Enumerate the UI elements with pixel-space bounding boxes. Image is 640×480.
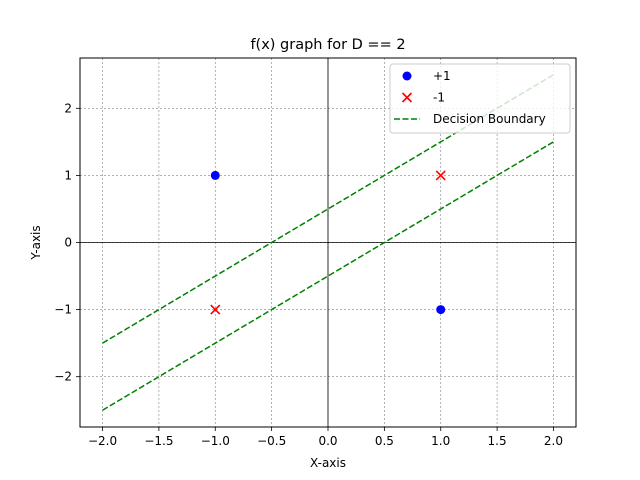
chart-title: f(x) graph for D == 2 bbox=[250, 37, 405, 53]
legend-x-marker bbox=[401, 92, 413, 103]
y-axis-label: Y-axis bbox=[29, 225, 43, 260]
x-ticks: −2.0 −1.5 −1.0 −0.5 0.0 0.5 1.0 1.5 2.0 bbox=[88, 427, 563, 448]
x-marker-stroke bbox=[210, 304, 221, 315]
x-tick-label: 0.0 bbox=[318, 434, 337, 448]
y-ticks: −2 −1 0 1 2 bbox=[54, 101, 80, 384]
positive-class-point bbox=[436, 305, 446, 315]
x-marker-stroke bbox=[435, 170, 446, 181]
x-tick-label: 1.5 bbox=[488, 434, 507, 448]
legend-label: Decision Boundary bbox=[433, 112, 546, 126]
legend-circle-marker bbox=[402, 71, 412, 81]
x-tick-label: 1.0 bbox=[431, 434, 450, 448]
x-tick-label: −1.0 bbox=[201, 434, 230, 448]
legend-label: +1 bbox=[433, 69, 451, 83]
negative-class-point bbox=[435, 170, 446, 181]
decision-boundary-line bbox=[102, 141, 554, 411]
legend-label: -1 bbox=[433, 91, 445, 105]
x-tick-label: 2.0 bbox=[544, 434, 563, 448]
x-tick-label: −2.0 bbox=[88, 434, 117, 448]
x-marker-stroke bbox=[401, 92, 413, 103]
positive-class-point bbox=[210, 170, 220, 180]
y-tick-label: −1 bbox=[54, 303, 72, 317]
negative-class-point bbox=[210, 304, 221, 315]
x-tick-label: −0.5 bbox=[257, 434, 286, 448]
legend: +1 -1 Decision Boundary bbox=[389, 63, 571, 134]
zero-lines bbox=[80, 58, 576, 427]
x-axis-label: X-axis bbox=[310, 456, 346, 470]
x-tick-label: 0.5 bbox=[375, 434, 394, 448]
y-tick-label: 0 bbox=[64, 236, 72, 250]
y-tick-label: −2 bbox=[54, 370, 72, 384]
y-tick-label: 2 bbox=[64, 101, 72, 115]
x-tick-label: −1.5 bbox=[144, 434, 173, 448]
y-tick-label: 1 bbox=[64, 168, 72, 182]
legend-box bbox=[389, 63, 571, 134]
